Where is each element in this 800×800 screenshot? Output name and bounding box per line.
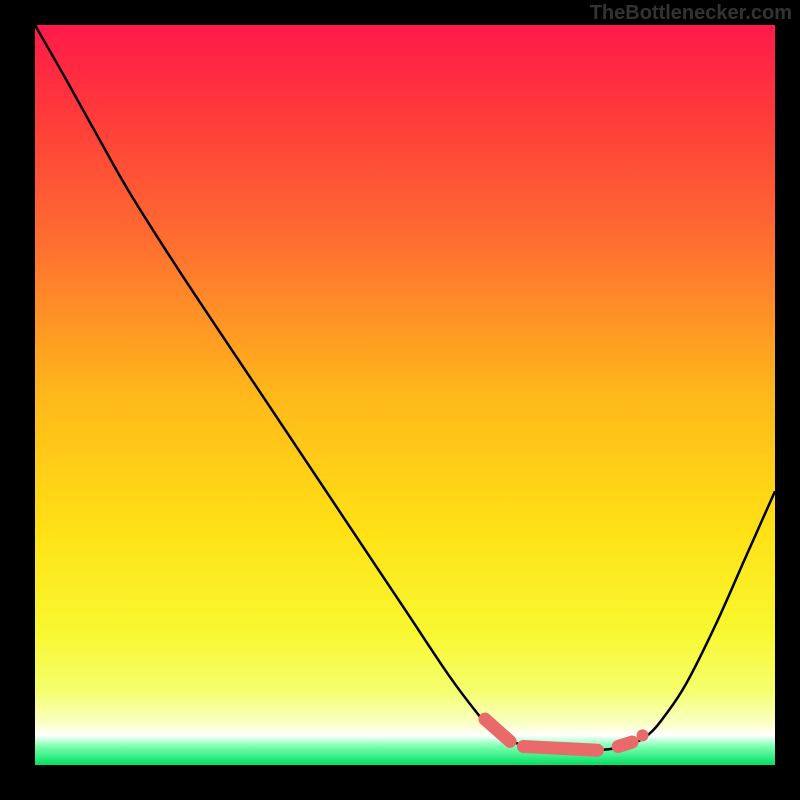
bottleneck-curve (35, 25, 775, 765)
chart-container: TheBottlenecker.com (0, 0, 800, 800)
plot-area (35, 25, 775, 765)
watermark-text: TheBottlenecker.com (590, 2, 792, 25)
